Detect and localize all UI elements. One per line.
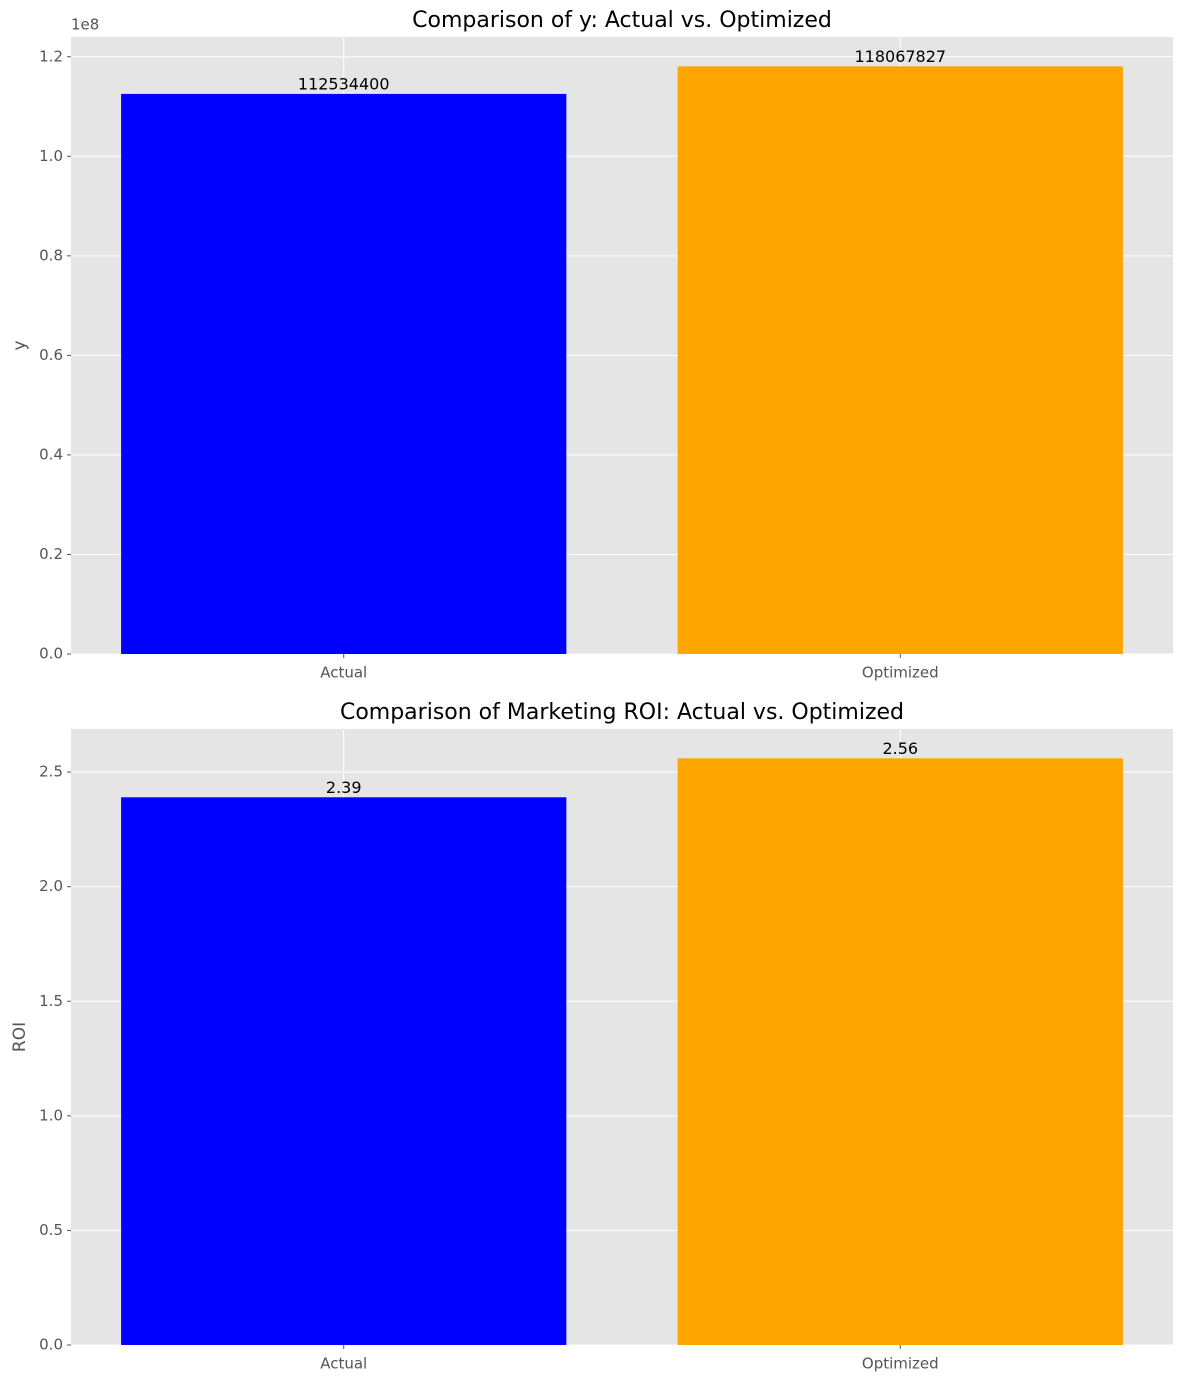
y-tick-label: 1.5 (39, 992, 63, 1010)
x-tick-label: Optimized (862, 664, 939, 682)
bar (677, 66, 1123, 654)
y-tick-label: 0.2 (39, 545, 63, 563)
bar (121, 93, 567, 655)
x-tick-label: Actual (320, 1355, 367, 1373)
y-offset-label: 1e8 (71, 16, 99, 34)
y-tick-label: 1.2 (39, 47, 63, 65)
value-label: 2.56 (882, 739, 918, 758)
y-tick-label: 1.0 (39, 147, 63, 165)
y-axis-label: ROI (10, 1022, 30, 1052)
x-tick-label: Optimized (862, 1355, 939, 1373)
y-tick-label: 0.0 (39, 1336, 63, 1354)
y-tick-label: 0.4 (39, 445, 63, 463)
y-tick-label: 2.5 (39, 763, 63, 781)
bar (677, 758, 1123, 1345)
y-tick-label: 0.8 (39, 246, 63, 264)
chart-title: Comparison of Marketing ROI: Actual vs. … (340, 700, 904, 725)
y-tick-label: 2.0 (39, 877, 63, 895)
value-label: 2.39 (326, 778, 362, 797)
subplot: 0.0 0.2 0.4 0.6 0.8 1.0 1.2 112534400 Actual 1180… (10, 8, 1173, 682)
value-label: 118067827 (854, 47, 946, 66)
y-tick-label: 0.5 (39, 1221, 63, 1239)
subplot: 0.0 0.5 1.0 1.5 2.0 2.5 2.39 Actual 2.56 Optimize… (10, 700, 1173, 1373)
y-axis-label: y (10, 340, 30, 350)
bar (121, 797, 567, 1345)
y-tick-label: 0.6 (39, 346, 63, 364)
chart-title: Comparison of y: Actual vs. Optimized (412, 8, 832, 33)
value-label: 112534400 (298, 74, 390, 93)
x-tick-label: Actual (320, 664, 367, 682)
y-tick-label: 1.0 (39, 1106, 63, 1124)
y-tick-label: 0.0 (39, 645, 63, 663)
